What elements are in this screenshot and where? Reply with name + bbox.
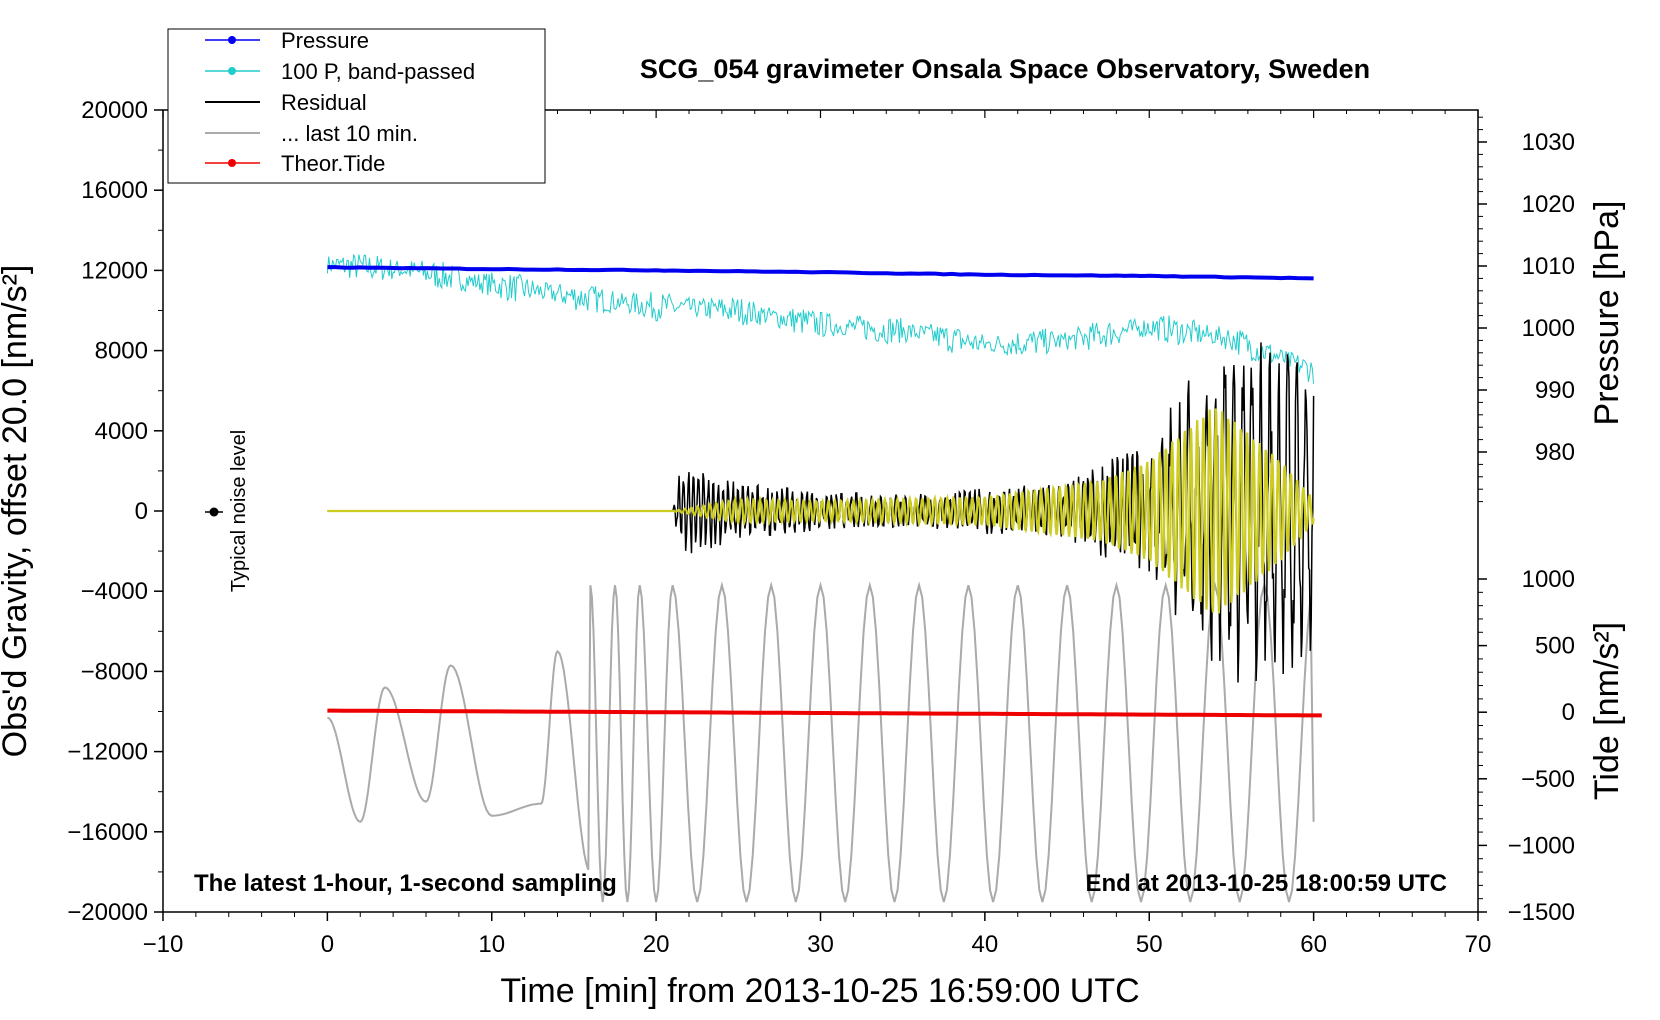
y-tick-label: −16000 [67, 819, 148, 846]
legend-label: 100 P, band-passed [281, 59, 475, 84]
y-tick-label: −4000 [81, 578, 148, 605]
legend-item-pressure: Pressure [205, 28, 369, 53]
legend-label: ... last 10 min. [281, 121, 418, 146]
y-axis-label-gravity: Obs'd Gravity, offset 20.0 [nm/s²] [0, 265, 34, 758]
series-pressure [327, 265, 1314, 281]
noise-label: Typical noise level [228, 430, 250, 592]
series-theor-tide [327, 708, 1322, 718]
x-tick-label: 50 [1136, 931, 1163, 958]
y-tick-label: −12000 [67, 739, 148, 766]
y-tick-label: 12000 [81, 257, 148, 284]
tide-tick-label: −1500 [1508, 899, 1575, 926]
tide-tick-label: 0 [1562, 699, 1575, 726]
y-tick-label: 8000 [95, 338, 148, 365]
x-tick-label: 20 [643, 931, 670, 958]
series-band-passed [326, 254, 1315, 384]
pressure-tick-label: 1000 [1522, 315, 1575, 342]
legend-box [167, 28, 546, 184]
y-tick-label: 0 [135, 498, 148, 525]
series-last-10-min [326, 581, 1315, 903]
pressure-tick-label: 990 [1535, 377, 1575, 404]
legend-label: Residual [281, 90, 367, 115]
y-tick-label: −20000 [67, 899, 148, 926]
y-axis-label-pressure: Pressure [hPa] [1588, 201, 1626, 426]
x-tick-label: 40 [972, 931, 999, 958]
x-tick-label: 0 [321, 931, 334, 958]
pressure-tick-label: 1010 [1522, 253, 1575, 280]
tide-tick-label: −500 [1521, 766, 1575, 793]
tide-tick-label: −1000 [1508, 832, 1575, 859]
series-layer [326, 254, 1322, 903]
x-axis-label: Time [min] from 2013-10-25 16:59:00 UTC [500, 972, 1139, 1010]
y-axis-label-tide: Tide [nm/s²] [1588, 622, 1626, 800]
noise-marker [205, 507, 223, 517]
legend-item-theor-tide: Theor.Tide [205, 151, 385, 176]
tide-tick-label: 500 [1535, 633, 1575, 660]
tick-layer: −10 0 10 20 30 40 50 60 702000016000120008000400… [67, 97, 1575, 958]
y-tick-label: 16000 [81, 177, 148, 204]
annotation-end-time: End at 2013-10-25 18:00:59 UTC [1086, 870, 1448, 897]
legend-item-band-passed: 100 P, band-passed [205, 59, 475, 84]
tide-tick-label: 1000 [1522, 566, 1575, 593]
x-tick-label: 10 [478, 931, 505, 958]
legend-label: Pressure [281, 28, 369, 53]
pressure-tick-label: 1020 [1522, 191, 1575, 218]
legend-item-last-10-min: ... last 10 min. [205, 121, 418, 146]
y-tick-label: 20000 [81, 97, 148, 124]
x-tick-label: 70 [1465, 931, 1492, 958]
legend-label: Theor.Tide [281, 151, 385, 176]
y-tick-label: −8000 [81, 658, 148, 685]
series-residual-band-passed [327, 408, 1315, 614]
x-tick-label: 60 [1300, 931, 1327, 958]
chart-title: SCG_054 gravimeter Onsala Space Observat… [640, 54, 1370, 84]
annotation-sampling: The latest 1-hour, 1-second sampling [194, 870, 617, 897]
pressure-tick-label: 980 [1535, 439, 1575, 466]
legend: Pressure 100 P, band-passed Residual ...… [167, 28, 546, 184]
x-tick-label: −10 [143, 931, 184, 958]
legend-item-residual: Residual [205, 90, 367, 115]
y-tick-label: 4000 [95, 418, 148, 445]
x-tick-label: 30 [807, 931, 834, 958]
pressure-tick-label: 1030 [1522, 129, 1575, 156]
